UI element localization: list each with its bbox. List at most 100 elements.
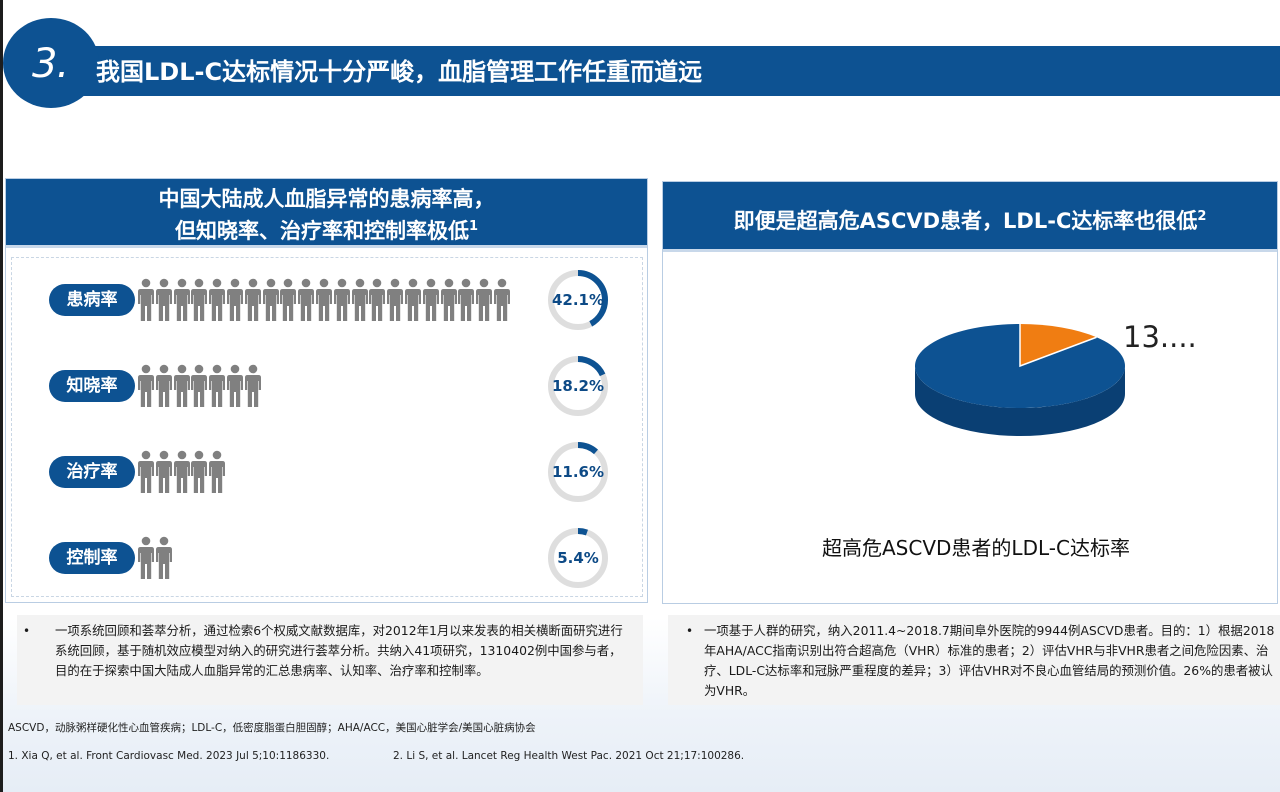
person-icon bbox=[262, 278, 279, 321]
person-icon-wrap bbox=[244, 278, 262, 322]
vhr-panel-title: 即便是超高危ASCVD患者，LDL-C达标率也很低2 bbox=[663, 182, 1277, 252]
person-icon-wrap bbox=[404, 278, 422, 322]
person-icon-wrap bbox=[155, 450, 173, 494]
vhr-panel: 即便是超高危ASCVD患者，LDL-C达标率也很低2 bbox=[662, 181, 1278, 604]
percent-label: 11.6% bbox=[551, 463, 605, 481]
person-icon-wrap bbox=[457, 278, 475, 322]
person-icon bbox=[315, 278, 332, 321]
person-icon bbox=[493, 278, 510, 321]
pie-slice-side-blue bbox=[915, 366, 1125, 436]
person-icon-wrap bbox=[190, 450, 208, 494]
percent-ring: 18.2% bbox=[546, 354, 610, 418]
person-icon bbox=[244, 364, 261, 407]
prevalence-title-line2: 但知晓率、治疗率和控制率极低1 bbox=[6, 213, 647, 245]
person-icon-wrap bbox=[368, 278, 386, 322]
person-icon-wrap bbox=[155, 536, 173, 580]
person-icon bbox=[155, 364, 172, 407]
person-icon-wrap bbox=[315, 278, 333, 322]
vhr-study-note: • 一项基于人群的研究，纳入2011.4~2018.7期间阜外医院的9944例A… bbox=[668, 615, 1280, 705]
person-icon-wrap bbox=[279, 278, 297, 322]
person-icon bbox=[138, 364, 154, 407]
person-icon-wrap bbox=[422, 278, 440, 322]
person-icon-wrap bbox=[262, 278, 280, 322]
percent-ring: 5.4% bbox=[546, 526, 610, 590]
person-icon-wrap bbox=[493, 278, 511, 322]
vhr-title-ref: 2 bbox=[1197, 209, 1207, 224]
person-icon-wrap bbox=[137, 536, 155, 580]
person-icon-wrap bbox=[137, 278, 155, 322]
reference-1: 1. Xia Q, et al. Front Cardiovasc Med. 2… bbox=[8, 750, 330, 762]
prevalence-study-note: • 一项系统回顾和荟萃分析，通过检索6个权威文献数据库，对2012年1月以来发表… bbox=[17, 615, 643, 705]
person-icon-wrap bbox=[226, 364, 244, 408]
vhr-note-text: 一项基于人群的研究，纳入2011.4~2018.7期间阜外医院的9944例ASC… bbox=[704, 623, 1275, 698]
person-icon bbox=[369, 278, 386, 321]
person-icon bbox=[191, 364, 208, 407]
person-icon bbox=[209, 450, 226, 493]
person-icon bbox=[138, 536, 154, 579]
person-icon bbox=[244, 278, 261, 321]
person-icon-wrap bbox=[440, 278, 458, 322]
person-icon bbox=[155, 536, 172, 579]
percent-label: 42.1% bbox=[551, 291, 605, 309]
person-icon bbox=[387, 278, 404, 321]
ring-arc bbox=[548, 356, 608, 416]
left-edge-line bbox=[0, 0, 3, 792]
abbreviations: ASCVD，动脉粥样硬化性心血管疾病；LDL-C，低密度脂蛋白胆固醇；AHA/A… bbox=[8, 722, 536, 734]
person-icon bbox=[209, 364, 226, 407]
ring-arc bbox=[548, 528, 608, 588]
person-icon bbox=[333, 278, 350, 321]
person-icon bbox=[191, 278, 208, 321]
person-icon-wrap bbox=[155, 278, 173, 322]
person-icon bbox=[226, 278, 243, 321]
person-icon-wrap bbox=[190, 278, 208, 322]
person-icon bbox=[440, 278, 457, 321]
ring-svg bbox=[548, 270, 608, 330]
person-icon-wrap bbox=[351, 278, 369, 322]
person-icon-wrap bbox=[297, 278, 315, 322]
ring-arc bbox=[548, 442, 608, 502]
row-treatment: 治疗率 11.6% bbox=[6, 442, 649, 502]
person-icon bbox=[458, 278, 475, 321]
header-bar bbox=[60, 46, 1280, 96]
people-icons bbox=[137, 278, 511, 322]
person-icon bbox=[226, 364, 243, 407]
person-icon bbox=[404, 278, 421, 321]
person-icon-wrap bbox=[155, 364, 173, 408]
person-icon-wrap bbox=[226, 278, 244, 322]
prevalence-panel: 中国大陆成人血脂异常的患病率高， 但知晓率、治疗率和控制率极低1 患病率 42.… bbox=[5, 178, 648, 603]
ring-svg bbox=[548, 442, 608, 502]
pie-slice-label: 13.... bbox=[1123, 320, 1197, 354]
person-icon-wrap bbox=[208, 364, 226, 408]
row-label: 知晓率 bbox=[49, 370, 135, 402]
person-icon-wrap bbox=[190, 364, 208, 408]
vhr-title-text: 即便是超高危ASCVD患者，LDL-C达标率也很低 bbox=[733, 209, 1198, 233]
ring-arc bbox=[548, 270, 608, 330]
person-icon-wrap bbox=[173, 450, 191, 494]
prevalence-title-line2-text: 但知晓率、治疗率和控制率极低 bbox=[174, 219, 469, 243]
row-label: 控制率 bbox=[49, 542, 135, 574]
person-icon bbox=[138, 450, 154, 493]
person-icon bbox=[298, 278, 315, 321]
row-label: 患病率 bbox=[49, 284, 135, 316]
person-icon bbox=[422, 278, 439, 321]
person-icon-wrap bbox=[208, 278, 226, 322]
bullet-dot: • bbox=[686, 624, 694, 638]
person-icon bbox=[351, 278, 368, 321]
people-icons bbox=[137, 536, 173, 580]
person-icon bbox=[155, 450, 172, 493]
pie-chart-svg bbox=[915, 324, 1125, 436]
pie-chart-title: 超高危ASCVD患者的LDL-C达标率 bbox=[822, 536, 1130, 560]
pie-slice-orange bbox=[1020, 324, 1097, 366]
person-icon bbox=[209, 278, 226, 321]
prevalence-note-text: 一项系统回顾和荟萃分析，通过检索6个权威文献数据库，对2012年1月以来发表的相… bbox=[55, 623, 623, 678]
percent-label: 18.2% bbox=[551, 377, 605, 395]
ring-svg bbox=[548, 356, 608, 416]
person-icon-wrap bbox=[333, 278, 351, 322]
person-icon bbox=[191, 450, 208, 493]
pie-slice-divider bbox=[1019, 324, 1097, 368]
row-prevalence: 患病率 42.1% bbox=[6, 270, 649, 330]
prevalence-panel-title: 中国大陆成人血脂异常的患病率高， 但知晓率、治疗率和控制率极低1 bbox=[6, 179, 647, 248]
person-icon bbox=[476, 278, 493, 321]
header-number-circle bbox=[3, 18, 99, 108]
person-icon bbox=[138, 278, 154, 321]
